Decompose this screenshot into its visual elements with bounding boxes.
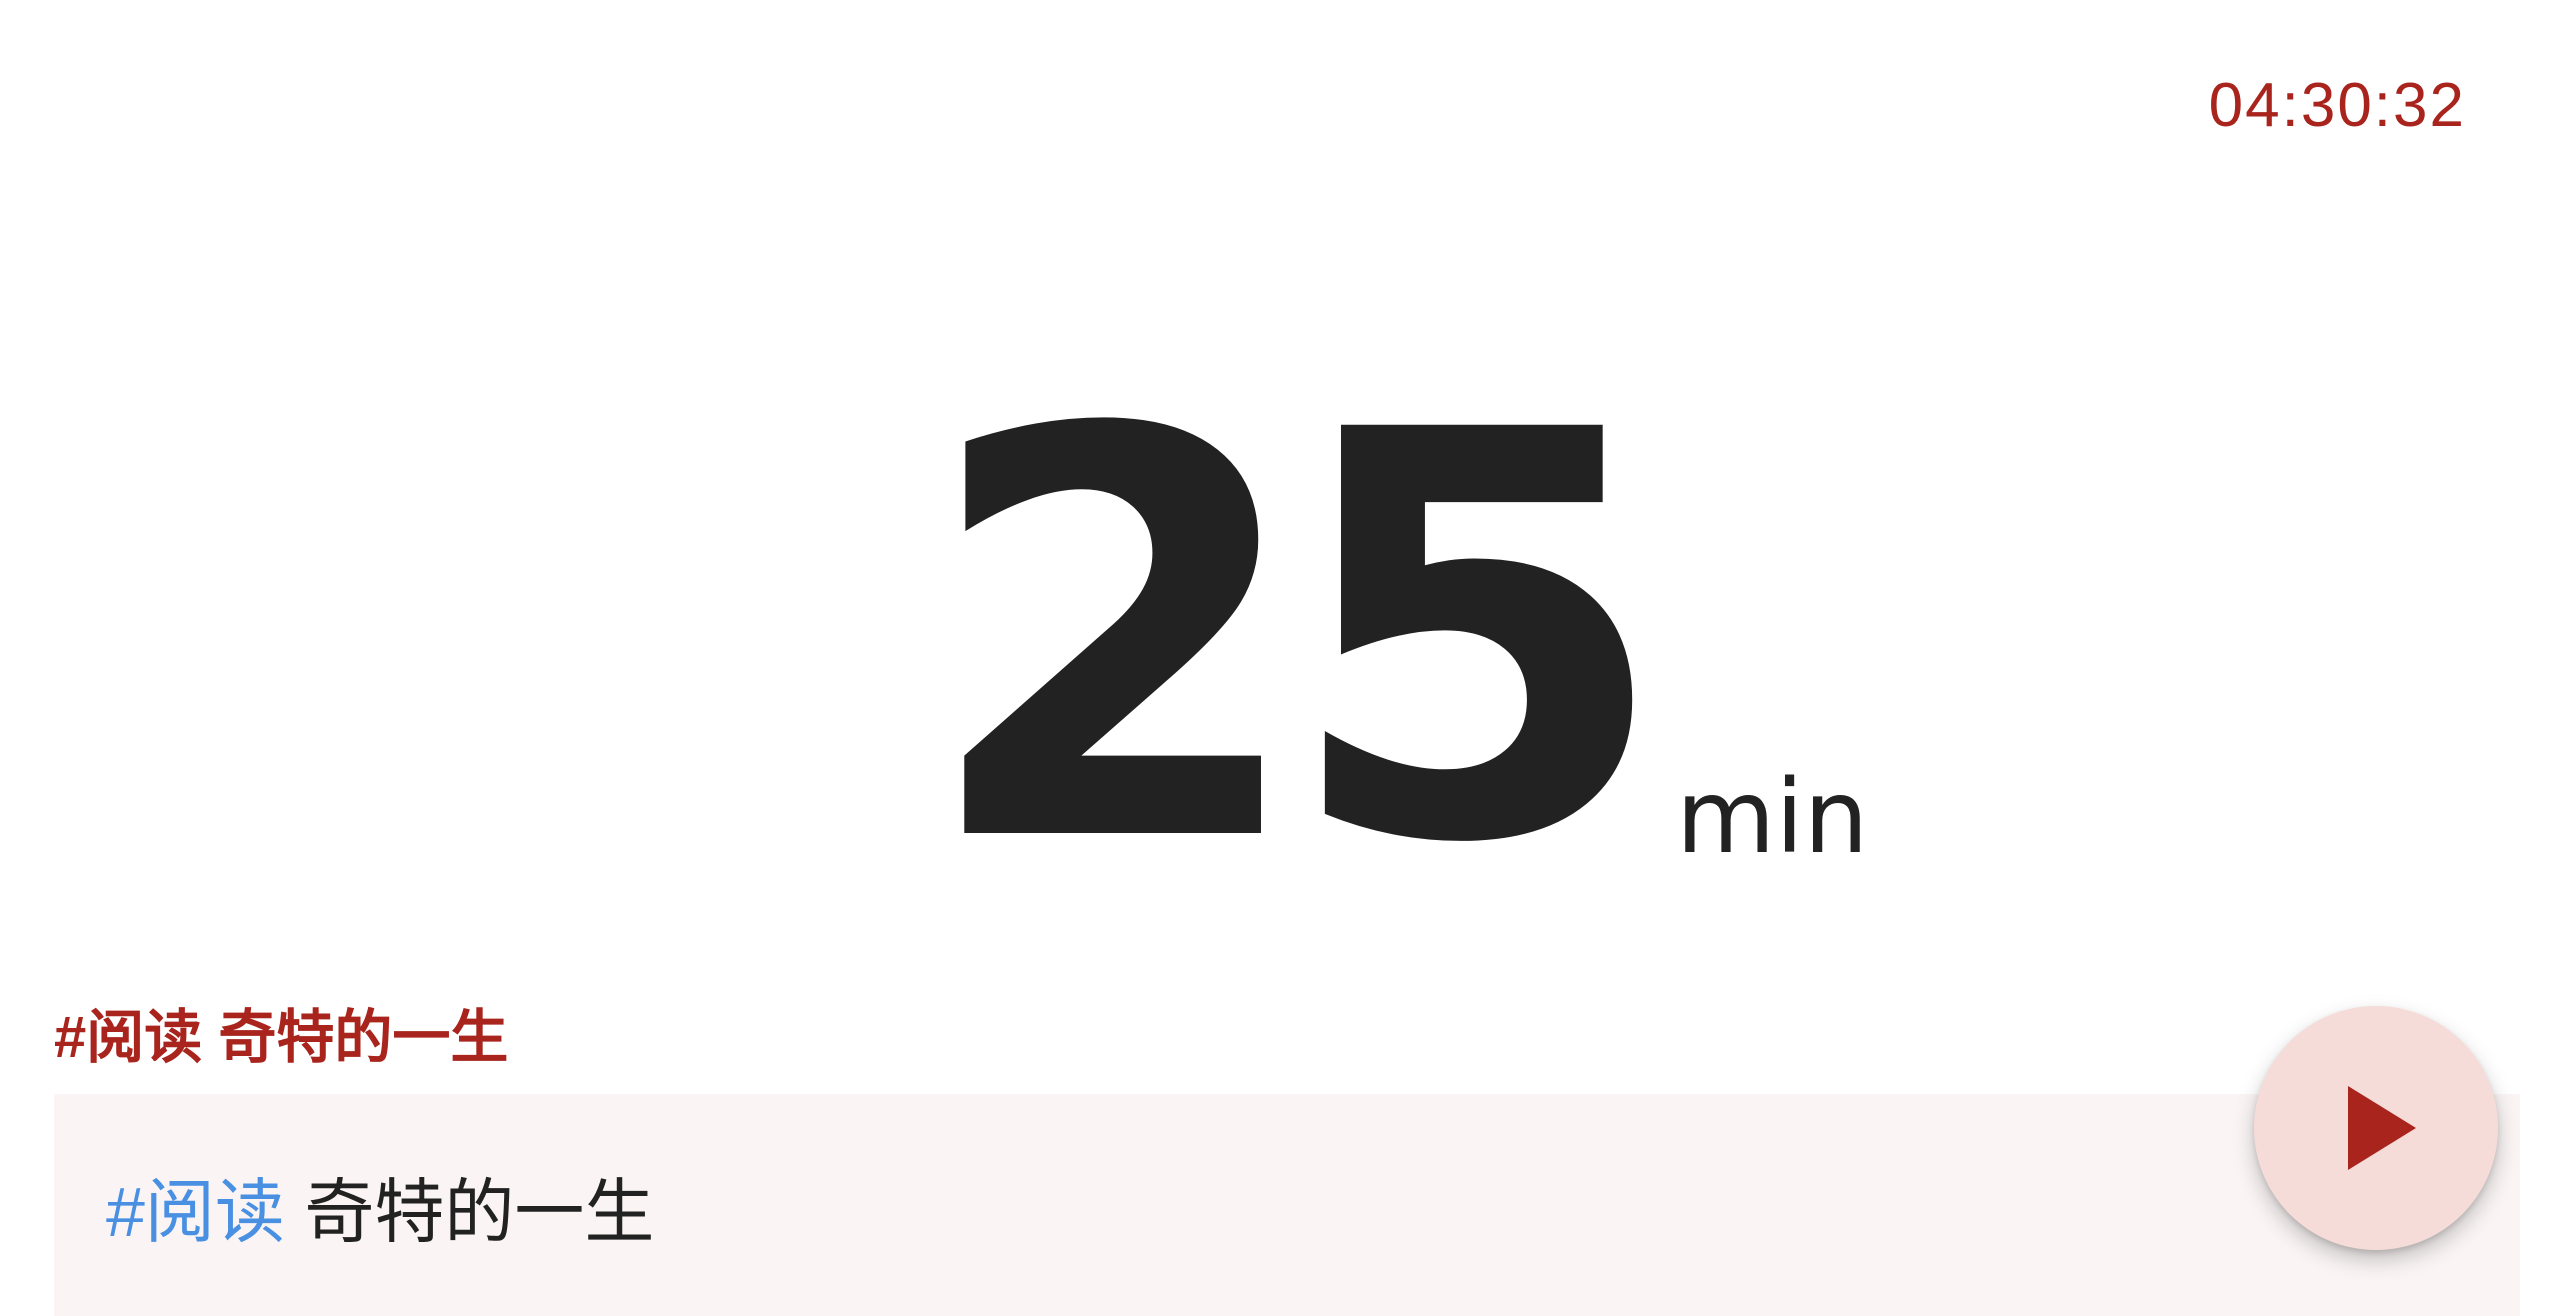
- task-input-panel[interactable]: #阅读 奇特的一生: [54, 1094, 2520, 1316]
- play-button[interactable]: [2254, 1006, 2498, 1250]
- timer-unit: min: [1676, 758, 1869, 877]
- task-title: #阅读 奇特的一生: [54, 1005, 509, 1070]
- timer-display: 25 min: [0, 314, 2552, 966]
- play-icon: [2348, 1086, 2416, 1170]
- task-name: 奇特的一生: [284, 1173, 655, 1251]
- current-time: 04:30:32: [2208, 71, 2466, 140]
- task-tag: #阅读: [106, 1173, 285, 1251]
- task-input[interactable]: #阅读 奇特的一生: [106, 1156, 654, 1257]
- timer-duration: 25: [920, 314, 1671, 966]
